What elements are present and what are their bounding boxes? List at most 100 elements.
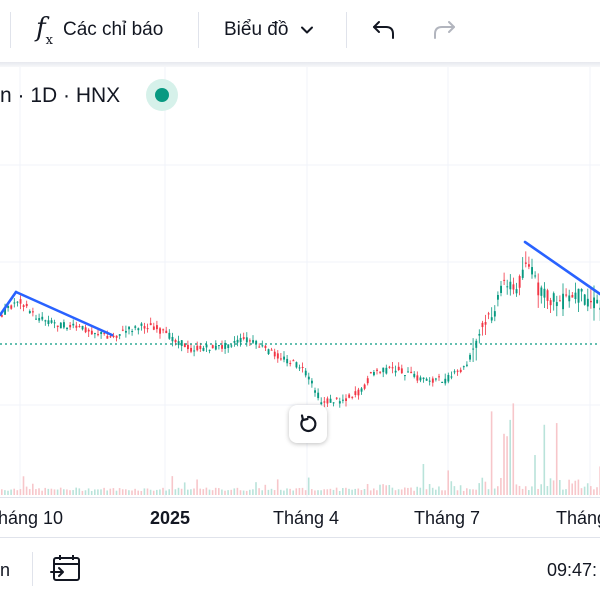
candle-body [146,328,149,330]
volume-bar [574,480,577,495]
volume-bar [292,490,294,495]
indicators-button[interactable]: fx Các chỉ báo [36,12,163,48]
volume-bar [583,486,586,495]
candle-body [338,401,341,404]
symbol-legend[interactable]: n · 1D · HNX [0,80,120,112]
candle-body [400,368,403,374]
time-tick: Tháng [556,508,600,528]
trendline [0,290,18,317]
volume-bar [165,490,167,495]
candle-body [75,325,78,328]
volume-bar [19,489,22,495]
candle-body [478,333,481,336]
undo-button[interactable] [368,12,400,48]
volume-bar [500,477,502,495]
function-icon: fx [36,12,53,49]
volume-bar [143,488,146,495]
volume-bar [307,477,310,495]
candle-body [131,331,134,333]
candle-body [335,397,338,399]
candle-body [19,299,22,304]
candle-body [329,398,332,403]
price-chart[interactable] [0,67,600,497]
candle-body [66,327,68,330]
time-axis[interactable]: háng 10 2025 Tháng 4 Tháng 7 Tháng [0,497,600,537]
candle-body [568,295,571,302]
reset-chart-button[interactable] [289,405,327,443]
chart-type-button[interactable]: Biểu đồ [224,12,314,48]
candle-body [577,288,580,303]
candle-body [143,326,146,329]
trendline [523,240,600,296]
volume-bar [137,490,139,495]
candle-body [7,305,10,309]
candle-body [543,288,546,298]
volume-bar [1,489,3,495]
volume-bar [196,479,198,495]
candle-body [245,337,248,343]
candle-body [366,378,369,384]
volume-bar [131,490,133,495]
volume-bar [428,484,431,495]
volume-bar [261,490,263,495]
candle-body [28,311,31,314]
redo-button[interactable] [428,12,460,48]
volume-bar [320,490,322,495]
volume-bar [273,490,276,495]
volume-bar [555,423,558,495]
candle-body [391,367,394,369]
candle-body [273,351,276,357]
volume-bar [586,483,589,495]
candle-body [441,381,444,383]
candle-body [379,371,382,373]
volume-bar [388,484,391,495]
candle-body [515,289,518,294]
volume-bar [25,486,28,495]
volume-bar [289,488,291,495]
volume-bar [35,489,37,495]
candle-body [369,372,372,374]
volume-bar [509,419,511,495]
candle-body [264,345,267,349]
volume-bar [276,479,279,495]
go-to-date-icon[interactable] [50,552,84,586]
volume-bar [118,488,121,495]
volume-bar [472,489,474,495]
candle-body [363,384,366,389]
volume-bar [267,489,270,495]
volume-bar [13,488,15,495]
candle-body [444,378,447,384]
candle-body [115,335,118,338]
candle-body [323,401,326,403]
volume-bar [72,490,74,495]
candle-body [348,394,351,398]
volume-bar [475,489,477,495]
volume-bar [456,490,459,495]
volume-bar [404,487,406,495]
candle-body [242,337,245,339]
volume-bar [84,490,87,495]
volume-bar [571,483,573,495]
volume-bar [512,403,515,495]
candle-body [385,367,388,374]
volume-bar [366,483,369,495]
chart-type-label: Biểu đồ [224,19,289,40]
candle-body [428,380,431,382]
candle-body [137,328,140,331]
candle-body [53,322,56,324]
volume-bar [202,489,205,495]
candle-body [490,317,493,321]
timeframe-label[interactable]: n [0,560,11,580]
volume-bar [10,489,12,495]
volume-bar [115,490,118,495]
volume-bar [283,490,285,495]
volume-bar [314,490,316,495]
volume-bar [546,486,549,495]
candle-body [171,336,174,342]
market-status-indicator[interactable] [146,79,178,111]
volume-bar [69,490,71,495]
candle-body [87,329,90,332]
indicators-label: Các chỉ báo [62,19,164,40]
candle-body [90,330,93,335]
candle-body [199,345,202,349]
